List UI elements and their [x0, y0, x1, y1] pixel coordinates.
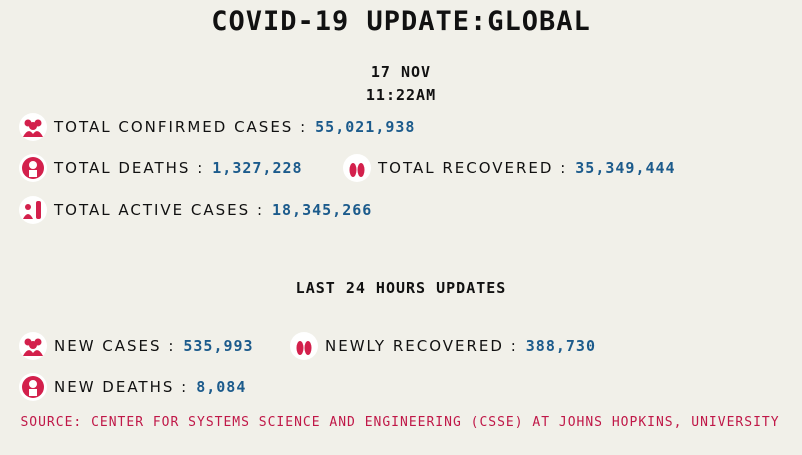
stat-label: NEW DEATHS : — [54, 378, 189, 396]
icon — [343, 154, 371, 182]
stat-label: TOTAL RECOVERED : — [378, 159, 568, 177]
stat-label: NEW CASES : — [54, 337, 176, 355]
stat-row: NEW CASES : 535,993 — [18, 331, 254, 361]
stat-label: TOTAL CONFIRMED CASES : — [54, 118, 308, 136]
source: SOURCE: CENTER FOR SYSTEMS SCIENCE AND E… — [20, 415, 780, 430]
stat-row: NEW DEATHS : 8,084 — [18, 372, 246, 402]
stat-label: TOTAL ACTIVE CASES : — [54, 201, 264, 219]
stat-row: NEWLY RECOVERED : 388,730 — [289, 331, 596, 361]
time: 11:22AM — [365, 86, 437, 104]
icon — [19, 332, 47, 360]
stat-label: NEWLY RECOVERED : — [325, 337, 518, 355]
stat-value: 535,993 — [183, 337, 254, 355]
stat-value: 8,084 — [196, 378, 247, 396]
stat-row: TOTAL DEATHS : 1,327,228 — [18, 153, 303, 183]
stat-value: 35,349,444 — [575, 159, 676, 177]
stat-value: 388,730 — [525, 337, 596, 355]
stat-value: 55,021,938 — [315, 118, 416, 136]
stat-label: TOTAL DEATHS : — [54, 159, 205, 177]
icon — [19, 154, 47, 182]
stat-row: TOTAL ACTIVE CASES : 18,345,266 — [18, 195, 372, 225]
stat-value: 1,327,228 — [212, 159, 303, 177]
section-title: LAST 24 HOURS UPDATES — [295, 279, 507, 297]
icon — [19, 196, 47, 224]
stat-row: TOTAL RECOVERED : 35,349,444 — [342, 153, 676, 183]
stat-value: 18,345,266 — [272, 201, 373, 219]
title: COVID-19 UPDATE:GLOBAL — [211, 6, 591, 37]
icon — [290, 332, 318, 360]
icon — [19, 373, 47, 401]
stat-row: TOTAL CONFIRMED CASES : 55,021,938 — [18, 112, 415, 142]
date: 17 NOV — [370, 63, 432, 81]
icon — [19, 113, 47, 141]
